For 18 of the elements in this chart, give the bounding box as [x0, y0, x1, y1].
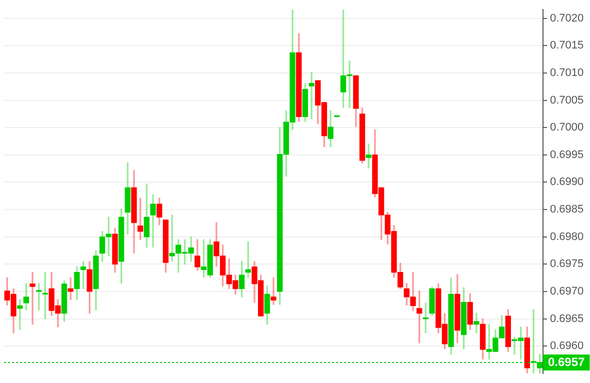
y-tick-label: 0.6965 [550, 312, 584, 325]
y-tick-label: 0.6960 [550, 340, 584, 352]
candlestick [30, 272, 36, 325]
y-tick-label: 0.6970 [550, 285, 584, 298]
ref-line-label: 0.6957 [548, 354, 586, 369]
y-tick-label: 0.6995 [550, 148, 584, 161]
candlestick [270, 277, 276, 305]
y-tick-label: 0.7005 [550, 94, 584, 106]
y-tick-label: 0.7010 [550, 66, 584, 79]
candlestick [308, 72, 314, 120]
y-tick-label: 0.6990 [550, 176, 584, 188]
y-tick-label: 0.7000 [550, 122, 584, 134]
candlestick [150, 194, 156, 248]
y-tick-label: 0.6985 [550, 204, 584, 216]
y-tick-label: 0.6975 [550, 258, 584, 270]
y-tick-label: 0.7020 [550, 12, 584, 24]
y-tick-label: 0.6980 [550, 230, 584, 243]
y-tick-label: 0.7015 [550, 40, 584, 52]
